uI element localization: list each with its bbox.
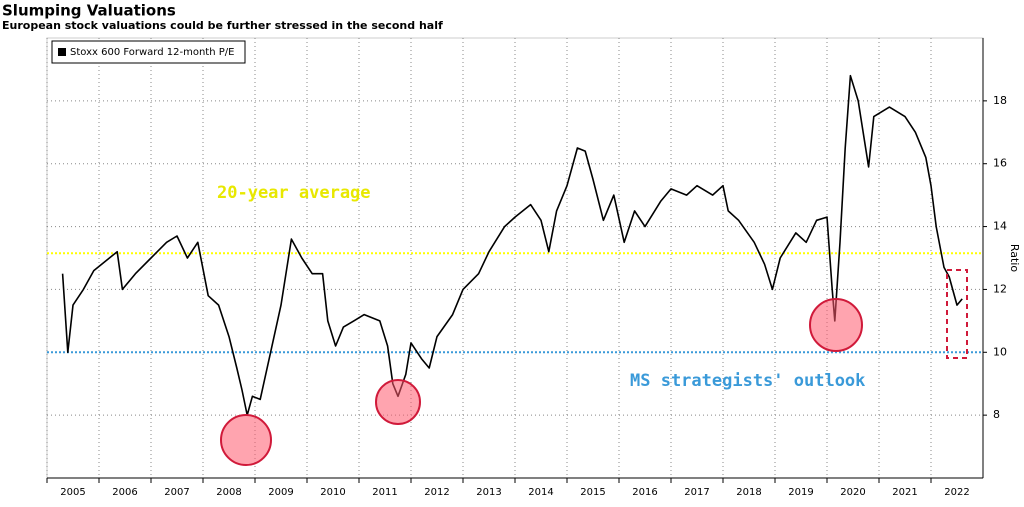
y-axis-label: Ratio: [1008, 244, 1021, 273]
y-tick-label: 18: [993, 94, 1007, 107]
grid: [46, 38, 987, 483]
data-line: [61, 74, 963, 416]
x-tick-label: 2014: [528, 487, 553, 498]
x-tick-label: 2022: [944, 487, 969, 498]
chart-title: Slumping Valuations: [2, 2, 176, 20]
legend: Stoxx 600 Forward 12-month P/E: [51, 40, 246, 64]
y-tick-label: 14: [993, 220, 1007, 233]
x-tick-label: 2013: [476, 487, 501, 498]
x-tick-label: 2018: [736, 487, 761, 498]
highlight-circle: [809, 298, 863, 352]
x-tick-label: 2011: [372, 487, 397, 498]
x-tick-label: 2010: [320, 487, 345, 498]
x-tick-label: 2017: [684, 487, 709, 498]
legend-label: Stoxx 600 Forward 12-month P/E: [70, 47, 234, 58]
reference-lines: [47, 252, 983, 354]
x-tick-label: 2015: [580, 487, 605, 498]
reference-label: 20-year average: [217, 183, 371, 203]
highlight-circle: [375, 379, 421, 425]
x-tick-label: 2020: [840, 487, 865, 498]
legend-swatch: [58, 48, 66, 56]
lines: [61, 74, 963, 416]
x-tick-label: 2009: [268, 487, 293, 498]
x-tick-label: 2005: [60, 487, 85, 498]
y-tick-label: 16: [993, 157, 1007, 170]
x-tick-label: 2016: [632, 487, 657, 498]
y-tick-label: 10: [993, 345, 1007, 358]
x-tick-label: 2007: [164, 487, 189, 498]
highlight-circle: [220, 414, 272, 466]
legend-box: [51, 40, 246, 64]
x-tick-label: 2021: [892, 487, 917, 498]
y-tick-label: 8: [993, 408, 1000, 421]
highlight-box: [946, 269, 968, 359]
x-tick-label: 2019: [788, 487, 813, 498]
x-tick-label: 2008: [216, 487, 241, 498]
y-tick-label: 12: [993, 282, 1007, 295]
x-tick-label: 2006: [112, 487, 137, 498]
x-tick-label: 2012: [424, 487, 449, 498]
chart-subtitle: European stock valuations could be furth…: [2, 19, 443, 32]
reference-label: MS strategists' outlook: [630, 371, 865, 391]
